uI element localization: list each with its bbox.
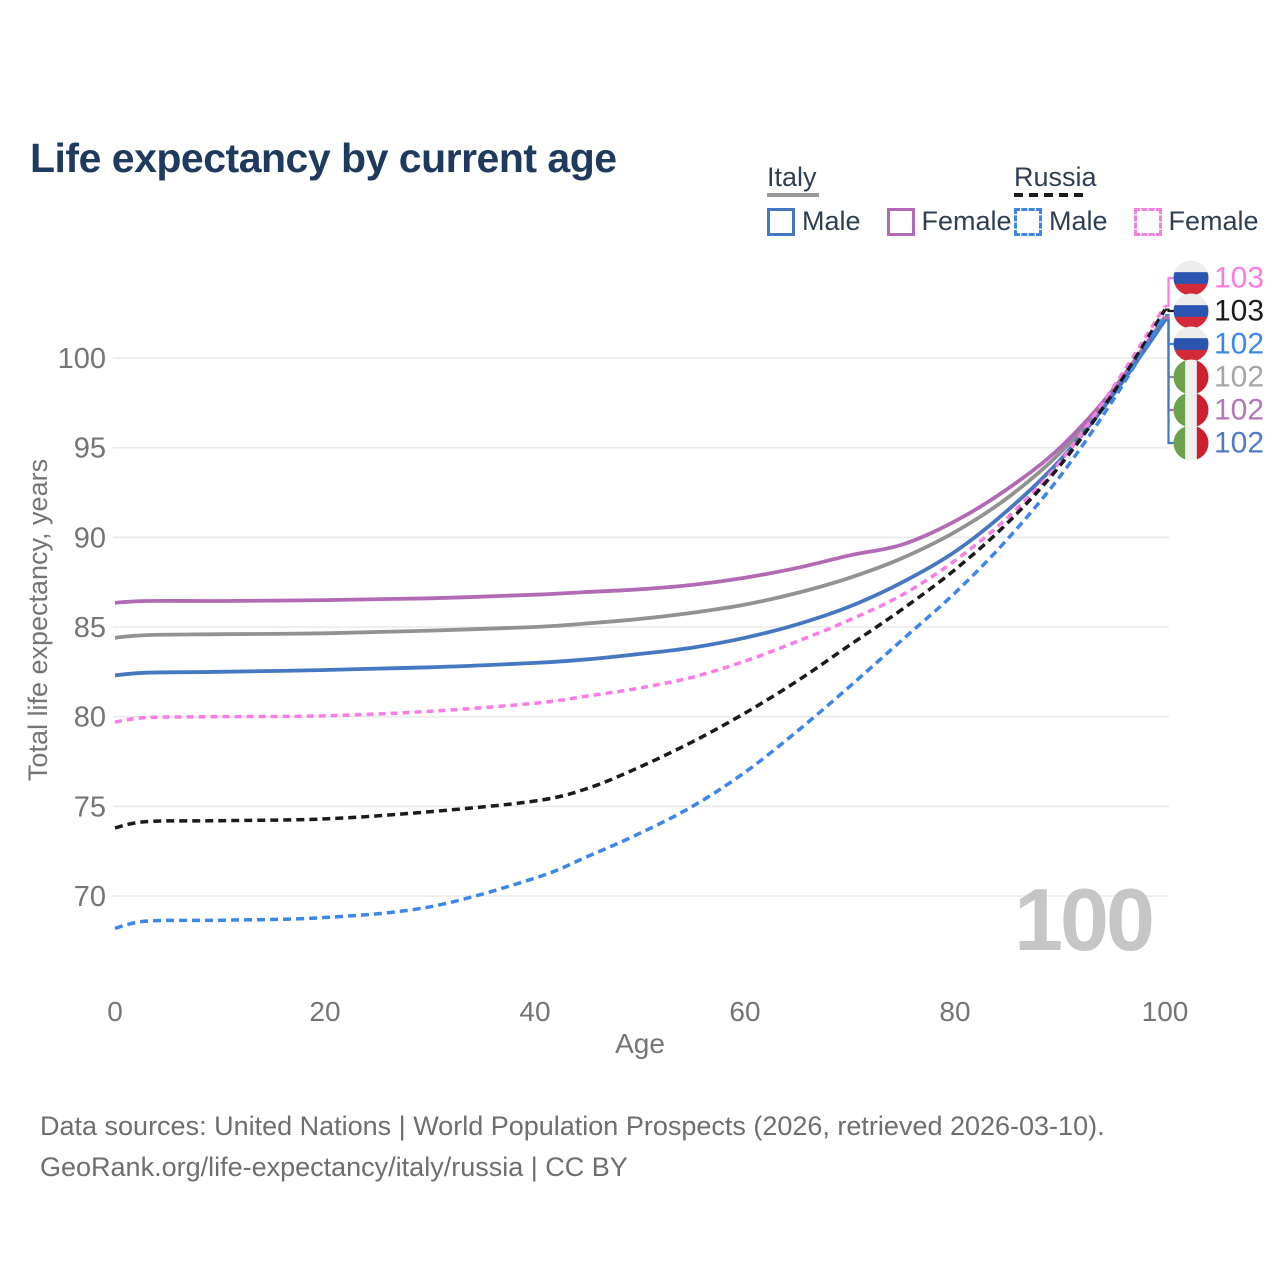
leader-line-russia-female: [1165, 276, 1174, 308]
legend-country-italy[interactable]: Italy: [767, 162, 817, 192]
flag-italy-icon: [1173, 425, 1209, 461]
x-axis-title: Age: [615, 1028, 665, 1059]
flag-russia-icon: [1173, 293, 1209, 329]
y-tick-label: 80: [74, 702, 106, 734]
x-tick-label: 100: [1142, 996, 1189, 1027]
x-tick-label: 20: [309, 996, 340, 1027]
end-value-label-russia-female: 103: [1214, 262, 1264, 295]
y-tick-label: 100: [58, 343, 106, 375]
legend-label: Female: [921, 206, 1012, 236]
italy-female-swatch: [886, 207, 915, 236]
age-watermark: 100: [1014, 870, 1152, 969]
x-tick-label: 80: [939, 996, 970, 1027]
page-title: Life expectancy by current age: [30, 135, 617, 182]
x-axis-tick-labels: 0 20 40 60 80 100: [107, 996, 1188, 1027]
leader-line-italy-male: [1165, 319, 1174, 445]
y-axis-title: Total life expectancy, years: [23, 459, 53, 781]
y-tick-label: 70: [74, 881, 106, 913]
y-tick-label: 75: [74, 791, 106, 823]
series-line-russia-male[interactable]: [114, 314, 1167, 931]
italy-male-swatch: [767, 207, 795, 236]
flag-russia-icon: [1173, 326, 1209, 362]
legend-label: Male: [802, 206, 861, 236]
y-tick-label: 95: [74, 433, 106, 465]
italy-solid-line-swatch: [767, 193, 819, 197]
flag-russia-icon: [1173, 260, 1209, 296]
russia-dashed-line-swatch: [1014, 193, 1084, 197]
legend-item-russia-female[interactable]: Female: [1133, 206, 1259, 237]
series-line-russia-female[interactable]: [114, 305, 1167, 724]
footer: Data sources: United Nations | World Pop…: [40, 1106, 1105, 1188]
series-line-italy-total[interactable]: [114, 317, 1167, 640]
end-value-label-italy-male: 102: [1214, 427, 1264, 460]
series-lines: [114, 305, 1167, 931]
russia-male-swatch: [1014, 207, 1042, 236]
x-tick-label: 0: [107, 996, 123, 1027]
flag-italy-icon: [1173, 359, 1209, 395]
legend-group-russia: Russia Male Female: [1014, 162, 1280, 237]
end-value-label-italy-female: 102: [1214, 394, 1264, 427]
gridlines: [113, 357, 1169, 897]
footer-data-sources: Data sources: United Nations | World Pop…: [40, 1111, 1105, 1141]
legend-item-italy-male[interactable]: Male: [767, 206, 861, 237]
leader-line-russia-total: [1165, 308, 1174, 313]
legend-group-italy: Italy Male Female: [767, 162, 1038, 237]
legend-label: Female: [1168, 206, 1259, 236]
series-line-russia-total[interactable]: [114, 308, 1167, 830]
legend-label: Male: [1049, 206, 1108, 236]
end-value-label-italy-total: 102: [1214, 361, 1264, 394]
legend-country-russia[interactable]: Russia: [1014, 162, 1097, 192]
x-tick-label: 40: [519, 996, 550, 1027]
russia-female-swatch: [1133, 207, 1162, 236]
y-tick-label: 90: [74, 522, 106, 554]
y-axis-tick-labels: 100 95 90 85 80 75 70: [58, 343, 106, 913]
flag-italy-icon: [1173, 392, 1209, 428]
footer-attribution-link: GeoRank.org/life-expectancy/italy/russia…: [40, 1152, 628, 1182]
end-label-leader-lines: [1165, 276, 1174, 445]
series-line-italy-female[interactable]: [114, 315, 1167, 605]
end-value-label-russia-male: 102: [1214, 328, 1264, 361]
y-tick-label: 85: [74, 612, 106, 644]
legend-item-russia-male[interactable]: Male: [1014, 206, 1108, 237]
x-tick-label: 60: [729, 996, 760, 1027]
end-value-label-russia-total: 103: [1214, 295, 1264, 328]
legend-item-italy-female[interactable]: Female: [886, 206, 1012, 237]
series-line-italy-male[interactable]: [114, 319, 1167, 678]
